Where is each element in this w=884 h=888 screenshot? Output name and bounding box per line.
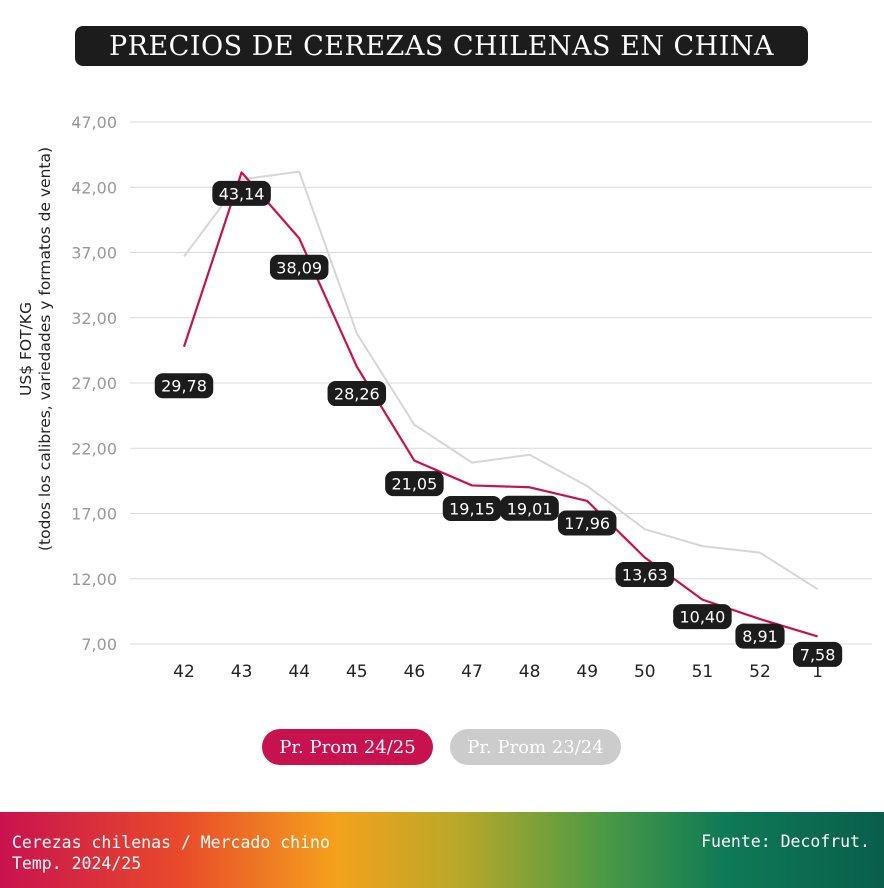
x-tick-label: 48 xyxy=(519,662,541,682)
data-label-text: 43,14 xyxy=(219,184,265,203)
data-label-box xyxy=(673,604,732,630)
y-tick-label: 12,00 xyxy=(71,570,117,589)
data-label: 19,01 xyxy=(500,495,559,521)
data-label-text: 28,26 xyxy=(334,385,380,404)
data-label-text: 7,58 xyxy=(800,645,836,664)
y-tick-label: 42,00 xyxy=(71,178,117,197)
data-label: 13,63 xyxy=(615,561,675,587)
data-label-box xyxy=(500,495,559,521)
y-tick-label: 27,00 xyxy=(71,374,117,393)
chart-title: PRECIOS DE CEREZAS CHILENAS EN CHINA xyxy=(75,26,808,66)
legend-series-2023-24: Pr. Prom 23/24 xyxy=(450,729,621,765)
data-labels: 29,78 43,14 38,09 28,26 21,05 19,15 19,01 17,96… xyxy=(154,180,843,667)
data-label-text: 38,09 xyxy=(276,258,322,277)
data-label: 8,91 xyxy=(735,623,785,649)
series-lines xyxy=(182,170,819,638)
x-tick-label: 44 xyxy=(288,662,310,682)
data-label-box xyxy=(793,641,843,667)
data-label-box xyxy=(327,381,387,407)
footer-caption: Cerezas chilenas / Mercado chino Temp. 2… xyxy=(12,832,330,874)
footer-banner: Cerezas chilenas / Mercado chino Temp. 2… xyxy=(0,812,884,888)
data-label-text: 8,91 xyxy=(742,627,778,646)
x-tick-label: 51 xyxy=(692,662,714,682)
footer-caption-line2: Temp. 2024/25 xyxy=(12,854,142,873)
data-label-box xyxy=(212,180,271,206)
data-label-text: 19,15 xyxy=(449,499,495,518)
data-label-box xyxy=(735,623,785,649)
y-tick-label: 22,00 xyxy=(71,439,117,458)
data-label: 19,15 xyxy=(442,495,502,521)
x-tick-label: 49 xyxy=(576,662,598,682)
data-label-text: 29,78 xyxy=(161,377,207,396)
x-tick-label: 50 xyxy=(634,662,656,682)
y-axis: 7,00 12,00 17,00 22,00 27,00 32,00 37,00 42,00 4… xyxy=(71,113,117,654)
y-axis-label-line1: US$ FOT/KG xyxy=(17,302,35,396)
legend-series-2024-25: Pr. Prom 24/25 xyxy=(262,729,433,765)
data-label: 17,96 xyxy=(557,510,617,536)
data-label-box xyxy=(269,254,329,280)
line-chart: 7,00 12,00 17,00 22,00 27,00 32,00 37,00 42,00 4… xyxy=(71,113,872,682)
x-tick-label: 52 xyxy=(749,662,771,682)
x-tick-label: 1 xyxy=(812,662,823,682)
footer-source: Fuente: Decofrut. xyxy=(701,832,870,851)
data-label-box xyxy=(557,510,617,536)
data-label-text: 10,40 xyxy=(679,608,725,627)
data-label-box xyxy=(615,561,675,587)
data-label: 28,26 xyxy=(327,381,387,407)
x-tick-label: 45 xyxy=(346,662,368,682)
y-tick-label: 37,00 xyxy=(71,244,117,263)
y-axis-label-line2: (todos los calibres, variedades y format… xyxy=(36,146,54,552)
data-label: 21,05 xyxy=(385,471,444,497)
x-tick-label: 43 xyxy=(231,662,253,682)
data-label: 29,78 xyxy=(154,373,214,399)
data-label-box xyxy=(442,495,502,521)
y-tick-label: 47,00 xyxy=(71,113,117,132)
data-label-box xyxy=(154,373,214,399)
data-label: 7,58 xyxy=(793,641,843,667)
data-label: 10,40 xyxy=(673,604,732,630)
x-axis: 42 43 44 45 46 47 48 49 50 51 52 1 xyxy=(173,662,823,682)
x-tick-label: 47 xyxy=(461,662,483,682)
x-tick-label: 46 xyxy=(404,662,426,682)
data-label-box xyxy=(385,471,444,497)
data-label: 38,09 xyxy=(269,254,329,280)
footer-caption-line1: Cerezas chilenas / Mercado chino xyxy=(12,833,330,852)
data-label-text: 19,01 xyxy=(507,499,553,518)
data-label-text: 17,96 xyxy=(564,514,610,533)
y-axis-label: US$ FOT/KG (todos los calibres, variedad… xyxy=(17,69,55,629)
data-label: 43,14 xyxy=(212,180,271,206)
y-tick-label: 7,00 xyxy=(81,635,117,654)
data-label-text: 13,63 xyxy=(622,565,668,584)
y-tick-label: 17,00 xyxy=(71,505,117,524)
y-tick-label: 32,00 xyxy=(71,309,117,328)
x-tick-label: 42 xyxy=(173,662,195,682)
series-line-2024-25 xyxy=(182,171,818,638)
series-line-2023-24 xyxy=(183,170,819,591)
data-label-text: 21,05 xyxy=(391,475,437,494)
